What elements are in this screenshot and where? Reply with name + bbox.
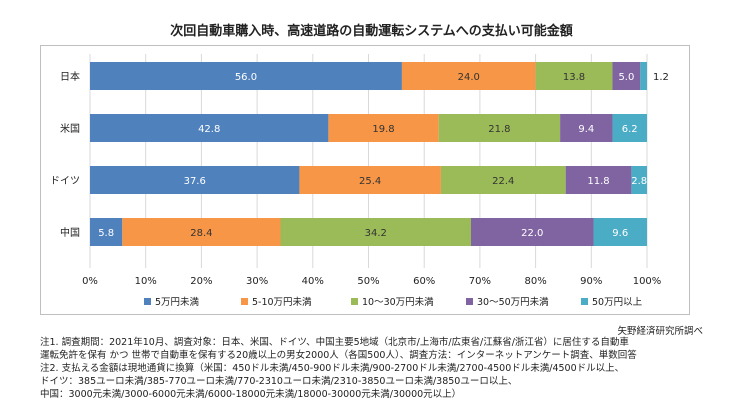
x-tick-label: 50%	[357, 276, 379, 287]
x-tick-label: 40%	[302, 276, 324, 287]
x-tick-label: 30%	[246, 276, 268, 287]
footnote-line: 中国：3000元未満/3000-6000元未満/6000-18000元未満/18…	[40, 389, 462, 400]
x-tick-label: 0%	[82, 276, 98, 287]
legend-swatch	[466, 298, 473, 305]
bar-segment	[612, 114, 647, 142]
bar-segment	[90, 114, 329, 142]
footnote-line: 注2. 支払える金額は現地通貨に換算（米国：450ドル未満/450-900ドル未…	[40, 363, 625, 374]
legend-label: 50万円以上	[592, 297, 643, 308]
legend-label: 30～50万円未満	[477, 296, 549, 308]
data-label: 9.6	[612, 228, 628, 239]
data-label: 19.8	[372, 124, 394, 135]
legend-swatch	[351, 298, 358, 305]
data-label: 9.4	[578, 124, 594, 135]
bar-segment	[90, 218, 123, 246]
stacked-bar-chart: 日本 56.0 24.0 13.8 5.0 1.2 米国 42.8 19.8 21.8 9.4 6.2…	[50, 54, 669, 308]
bar-segment	[612, 62, 641, 90]
data-label: 13.8	[563, 72, 585, 83]
data-label: 22.4	[492, 176, 514, 187]
footnote-line: 注1. 調査期間：2021年10月、調査対象：日本、米国、ドイツ、中国主要5地域…	[40, 337, 629, 348]
footnote-line: ドイツ：385ユーロ未満/385-770ユーロ未満/770-2310ユーロ未満/…	[40, 376, 518, 387]
x-tick-label: 80%	[524, 276, 546, 287]
data-label: 28.4	[190, 228, 212, 239]
bar-segment	[328, 114, 439, 142]
x-tick-label: 90%	[580, 276, 602, 287]
bar-segment	[122, 218, 281, 246]
bar-segment	[631, 166, 647, 194]
legend-label: 5-10万円未満	[252, 296, 312, 308]
data-label: 22.0	[521, 228, 543, 239]
legend-swatch	[581, 298, 588, 305]
data-label: 24.0	[458, 72, 480, 83]
data-label: 25.4	[359, 176, 381, 187]
category-label: 米国	[60, 122, 80, 135]
bar-segment	[560, 114, 613, 142]
bar-segment	[565, 166, 632, 194]
bar-segment	[640, 62, 647, 90]
legend-label: 5万円未満	[155, 296, 200, 308]
bar-segment	[470, 218, 594, 246]
bar-segment	[440, 166, 566, 194]
x-tick-label: 60%	[413, 276, 435, 287]
category-label: 日本	[60, 70, 80, 83]
data-label: 5.8	[98, 228, 114, 239]
category-label: ドイツ	[50, 176, 80, 187]
legend-label: 10～30万円未満	[362, 296, 434, 308]
bar-segment	[438, 114, 561, 142]
data-label: 11.8	[587, 176, 609, 187]
footnote-line: 運転免許を保有 かつ 世帯で自動車を保有する20歳以上の男女2000人（各国50…	[40, 350, 637, 361]
data-label: 42.8	[198, 124, 220, 135]
data-label: 34.2	[365, 228, 387, 239]
data-label: 21.8	[488, 124, 510, 135]
legend-swatch	[144, 298, 151, 305]
category-label: 中国	[60, 226, 80, 239]
bar-segment	[90, 166, 300, 194]
bar-segment	[593, 218, 647, 246]
bar-segment	[401, 62, 536, 90]
bar-segment	[280, 218, 471, 246]
x-tick-label: 20%	[190, 276, 212, 287]
x-tick-label: 10%	[135, 276, 157, 287]
source-credit: 矢野経済研究所調べ	[617, 326, 703, 337]
data-label: 5.0	[618, 72, 634, 83]
chart-title: 次回自動車購入時、高速道路の自動運転システムへの支払い可能金額	[170, 24, 573, 39]
data-label: 6.2	[622, 124, 638, 135]
bar-segment	[90, 62, 402, 90]
legend-swatch	[241, 298, 248, 305]
footnotes: 注1. 調査期間：2021年10月、調査対象：日本、米国、ドイツ、中国主要5地域…	[40, 336, 720, 401]
data-label: 37.6	[184, 176, 206, 187]
data-label: 1.2	[653, 72, 669, 83]
bar-segment	[535, 62, 613, 90]
x-tick-label: 70%	[469, 276, 491, 287]
data-label: 2.8	[631, 176, 647, 187]
data-label: 56.0	[235, 72, 257, 83]
chart-frame: 日本 56.0 24.0 13.8 5.0 1.2 米国 42.8 19.8 21.8 9.4 6.2…	[40, 45, 690, 315]
bar-segment	[299, 166, 441, 194]
x-tick-label: 100%	[633, 276, 662, 287]
